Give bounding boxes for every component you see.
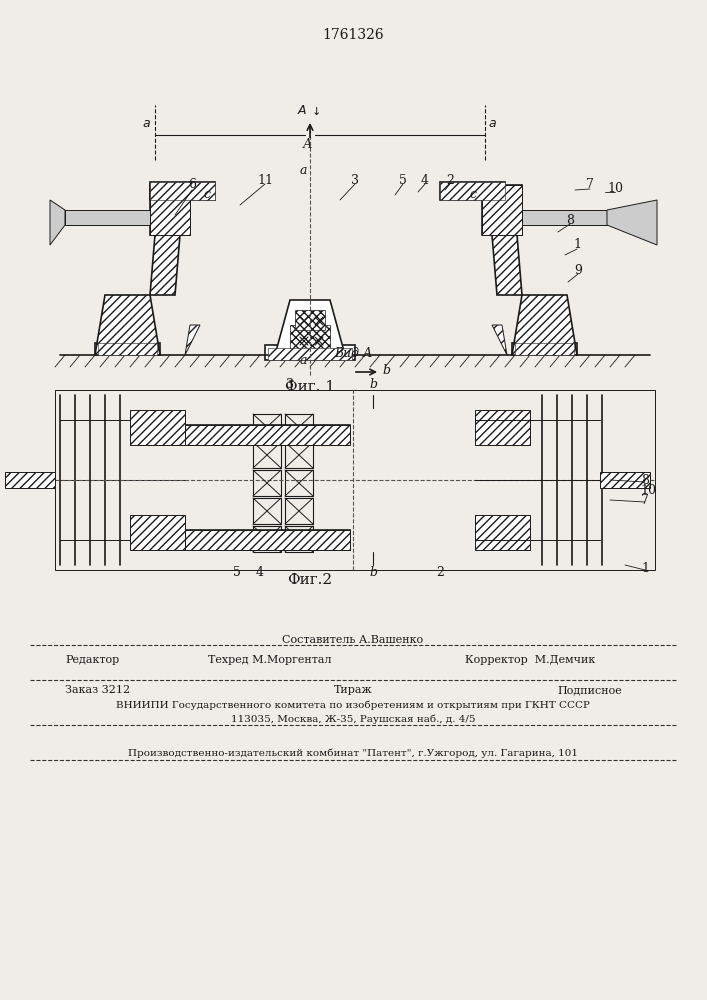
Polygon shape (492, 325, 507, 355)
Text: 10: 10 (640, 484, 656, 496)
Bar (475, 410, 530, 445)
Polygon shape (150, 235, 180, 295)
Text: с: с (204, 188, 211, 202)
Text: 7: 7 (586, 178, 594, 192)
Bar (285, 498, 313, 524)
Text: а: а (142, 117, 150, 130)
Bar (315, 317, 323, 325)
Bar (285, 470, 313, 496)
Text: ↓: ↓ (312, 107, 322, 117)
Text: 9: 9 (574, 263, 582, 276)
Text: 6: 6 (188, 178, 196, 192)
Text: 5: 5 (399, 174, 407, 186)
Bar (253, 526, 281, 552)
Text: А: А (303, 138, 312, 151)
Bar (98, 343, 157, 355)
Bar (475, 515, 530, 550)
Text: b: b (369, 566, 377, 578)
Text: а: а (299, 354, 307, 366)
Bar (253, 414, 281, 440)
Text: Составитель А.Вашенко: Составитель А.Вашенко (282, 635, 423, 645)
Polygon shape (492, 235, 522, 295)
Bar (482, 185, 522, 235)
Text: 10: 10 (607, 182, 623, 194)
Text: 7: 7 (641, 493, 649, 506)
Bar (440, 182, 505, 200)
Polygon shape (95, 295, 160, 355)
Bar (55, 390, 655, 570)
Text: Фиг.2: Фиг.2 (288, 573, 332, 587)
Bar (130, 410, 185, 445)
Bar (253, 442, 281, 468)
Text: ВНИИПИ Государственного комитета по изобретениям и открытиям при ГКНТ СССР: ВНИИПИ Государственного комитета по изоб… (116, 700, 590, 710)
Bar (290, 325, 330, 355)
Text: Вид А: Вид А (334, 347, 373, 360)
Text: 5: 5 (233, 566, 241, 578)
Text: Заказ 3212: Заказ 3212 (65, 685, 130, 695)
Bar (285, 526, 313, 552)
Bar (285, 414, 313, 440)
Bar (285, 442, 313, 468)
Bar (150, 185, 190, 235)
Text: 2: 2 (446, 174, 454, 186)
Text: Тираж: Тираж (334, 685, 373, 695)
Text: 1: 1 (573, 238, 581, 251)
Text: 4: 4 (256, 566, 264, 578)
Bar (482, 185, 522, 235)
Text: Техред М.Моргентал: Техред М.Моргентал (209, 655, 332, 665)
Bar (150, 185, 190, 235)
Text: 1761326: 1761326 (322, 28, 384, 42)
Text: 8: 8 (566, 214, 574, 227)
Bar (185, 425, 350, 445)
Text: Редактор: Редактор (65, 655, 119, 665)
Bar (95, 343, 160, 355)
Bar (440, 182, 505, 200)
Text: 2: 2 (436, 566, 444, 578)
Bar (295, 310, 325, 330)
Polygon shape (512, 295, 577, 355)
Bar (185, 425, 350, 445)
Text: с: с (469, 188, 477, 202)
Text: 113035, Москва, Ж-35, Раушская наб., д. 4/5: 113035, Москва, Ж-35, Раушская наб., д. … (230, 715, 475, 724)
Polygon shape (185, 325, 200, 355)
Text: b: b (369, 378, 377, 391)
Polygon shape (607, 200, 657, 245)
Polygon shape (522, 210, 607, 225)
Bar (130, 515, 185, 550)
Text: Корректор  М.Демчик: Корректор М.Демчик (465, 655, 595, 665)
Bar (600, 472, 650, 488)
Text: Производственно-издательский комбинат "Патент", г.Ужгород, ул. Гагарина, 101: Производственно-издательский комбинат "П… (128, 748, 578, 758)
Bar (253, 470, 281, 496)
Bar (185, 530, 350, 550)
Text: 11: 11 (257, 174, 273, 186)
Text: Фиг. 1: Фиг. 1 (285, 380, 335, 394)
Bar (515, 343, 574, 355)
Text: Подписное: Подписное (558, 685, 622, 695)
Text: 4: 4 (421, 174, 429, 186)
Bar (300, 317, 308, 325)
Bar (300, 337, 308, 345)
Polygon shape (50, 200, 65, 245)
Text: 1: 1 (641, 562, 649, 574)
Text: b: b (382, 363, 390, 376)
Bar (512, 343, 577, 355)
Bar (150, 182, 215, 200)
Bar (150, 182, 215, 200)
Bar (185, 530, 350, 550)
Text: А: А (298, 104, 306, 117)
Text: 3: 3 (286, 378, 294, 391)
Bar (268, 348, 352, 360)
Text: а: а (488, 117, 496, 130)
Bar (5, 472, 55, 488)
Text: 3: 3 (351, 174, 359, 186)
Bar (253, 498, 281, 524)
Text: 8: 8 (641, 474, 649, 487)
Polygon shape (275, 300, 345, 355)
Bar (265, 345, 355, 360)
Polygon shape (65, 210, 150, 225)
Bar (315, 337, 323, 345)
Text: а: а (299, 163, 307, 176)
